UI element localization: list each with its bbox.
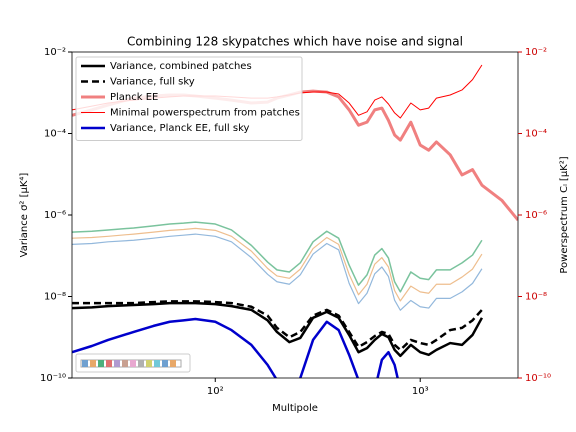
- y2-tick-label: 10⁻²: [525, 47, 547, 58]
- y-tick-label: 10⁻⁴: [44, 129, 66, 140]
- legend-label: Variance, Planck EE, full sky: [110, 123, 250, 134]
- legend-label: Variance, combined patches: [110, 61, 252, 72]
- series-line: [72, 233, 483, 311]
- y2-tick-label: 10⁻¹⁰: [525, 373, 551, 384]
- patch-swatch: [170, 360, 176, 367]
- chart-title: Combining 128 skypatches which have nois…: [127, 35, 463, 49]
- series-line: [72, 300, 483, 352]
- patch-swatch: [90, 360, 96, 367]
- x-axis-label: Multipole: [272, 403, 318, 414]
- x-tick-label: 10³: [412, 386, 429, 397]
- series-line: [72, 221, 483, 293]
- patch-swatch: [114, 360, 120, 367]
- legend-box: [75, 56, 303, 141]
- series-line: [72, 301, 484, 358]
- series-line: [72, 227, 483, 302]
- legend-label: Planck EE: [110, 92, 158, 103]
- patch-legend: [75, 353, 191, 373]
- patch-swatch: [138, 360, 144, 367]
- patch-swatch: [106, 360, 112, 367]
- patch-swatch: [82, 360, 88, 367]
- patch-swatch: [146, 360, 152, 367]
- y2-tick-label: 10⁻⁸: [525, 292, 547, 303]
- y-tick-label: 10⁻²: [44, 47, 66, 58]
- y2-tick-label: 10⁻⁴: [525, 129, 547, 140]
- legend-label: Variance, full sky: [110, 77, 195, 88]
- y-tick-label: 10⁻¹⁰: [40, 373, 66, 384]
- series-line: [72, 317, 399, 378]
- y-tick-label: 10⁻⁸: [44, 292, 66, 303]
- y-tick-label: 10⁻⁶: [44, 210, 66, 221]
- y2-axis-label: Powerspectrum Cₗ [μK²]: [559, 156, 570, 273]
- patch-swatch: [162, 360, 168, 367]
- y-axis-label: Variance σ² [μK⁴]: [19, 173, 30, 258]
- legend-label: Minimal powerspectrum from patches: [110, 108, 300, 119]
- patch-swatch: [98, 360, 104, 367]
- patch-swatch: [130, 360, 136, 367]
- patch-swatch: [122, 360, 128, 367]
- y2-tick-label: 10⁻⁶: [525, 210, 547, 221]
- patch-swatch: [154, 360, 160, 367]
- x-tick-label: 10²: [207, 386, 224, 397]
